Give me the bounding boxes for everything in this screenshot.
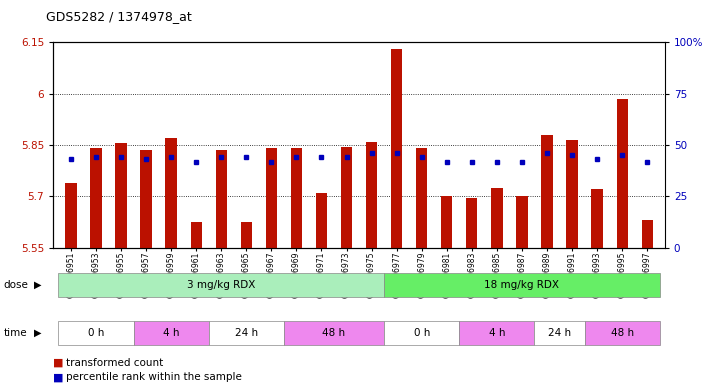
- Bar: [58, 321, 134, 345]
- Bar: [166, 138, 177, 248]
- Text: 48 h: 48 h: [611, 328, 634, 338]
- Bar: [416, 148, 427, 248]
- Bar: [266, 148, 277, 248]
- Bar: [341, 147, 352, 248]
- Bar: [641, 220, 653, 248]
- Text: ▶: ▶: [34, 280, 42, 290]
- Bar: [366, 142, 378, 248]
- Text: 24 h: 24 h: [235, 328, 258, 338]
- Text: ■: ■: [53, 372, 68, 382]
- Bar: [491, 188, 503, 248]
- Text: 4 h: 4 h: [163, 328, 179, 338]
- Text: 0 h: 0 h: [87, 328, 104, 338]
- Bar: [191, 222, 202, 248]
- Bar: [384, 273, 660, 297]
- Bar: [115, 143, 127, 248]
- Bar: [584, 321, 660, 345]
- Text: 3 mg/kg RDX: 3 mg/kg RDX: [187, 280, 255, 290]
- Bar: [58, 273, 384, 297]
- Bar: [316, 193, 327, 248]
- Bar: [616, 99, 628, 248]
- Bar: [240, 222, 252, 248]
- Text: percentile rank within the sample: percentile rank within the sample: [66, 372, 242, 382]
- Bar: [535, 321, 584, 345]
- Text: GDS5282 / 1374978_at: GDS5282 / 1374978_at: [46, 10, 192, 23]
- Bar: [209, 321, 284, 345]
- Text: time: time: [4, 328, 27, 338]
- Bar: [90, 148, 102, 248]
- Text: 24 h: 24 h: [548, 328, 571, 338]
- Bar: [516, 196, 528, 248]
- Bar: [391, 49, 402, 248]
- Bar: [284, 321, 384, 345]
- Text: dose: dose: [4, 280, 28, 290]
- Bar: [215, 150, 227, 248]
- Bar: [592, 189, 603, 248]
- Text: 4 h: 4 h: [488, 328, 505, 338]
- Text: transformed count: transformed count: [66, 358, 164, 368]
- Bar: [541, 135, 552, 248]
- Bar: [384, 321, 459, 345]
- Text: 18 mg/kg RDX: 18 mg/kg RDX: [484, 280, 560, 290]
- Bar: [459, 321, 535, 345]
- Bar: [134, 321, 209, 345]
- Bar: [441, 196, 452, 248]
- Text: ▶: ▶: [34, 328, 42, 338]
- Bar: [65, 183, 77, 248]
- Bar: [140, 150, 151, 248]
- Bar: [291, 148, 302, 248]
- Text: 48 h: 48 h: [322, 328, 346, 338]
- Text: 0 h: 0 h: [414, 328, 430, 338]
- Bar: [567, 140, 578, 248]
- Bar: [466, 198, 478, 248]
- Text: ■: ■: [53, 358, 68, 368]
